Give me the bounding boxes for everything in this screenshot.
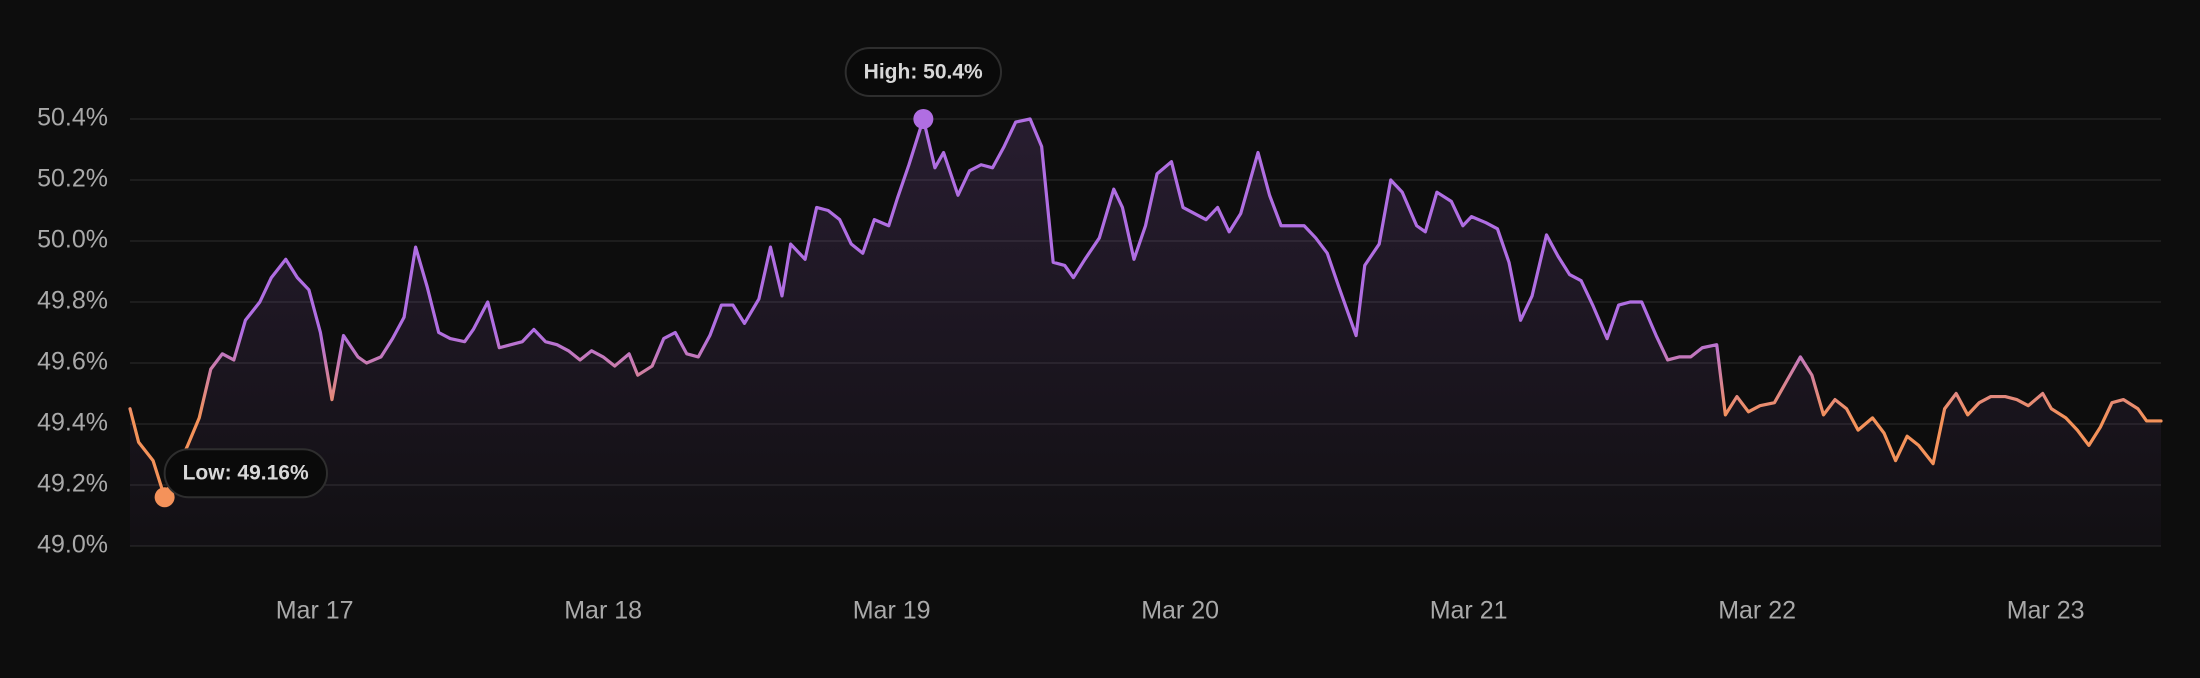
x-tick-label: Mar 18 bbox=[564, 597, 642, 625]
x-tick-label: Mar 19 bbox=[853, 597, 931, 625]
y-tick-label: 49.4% bbox=[37, 409, 108, 437]
y-tick-label: 49.2% bbox=[37, 470, 108, 498]
annotation-box bbox=[844, 47, 1003, 97]
annotation-label: High: 50.4% bbox=[864, 61, 983, 84]
line bbox=[128, 117, 2163, 499]
y-tick-label: 49.0% bbox=[37, 531, 108, 559]
annotation-point bbox=[913, 109, 934, 129]
annotation: High: 50.4% bbox=[844, 47, 1003, 97]
x-tick-label: Mar 17 bbox=[276, 597, 354, 625]
annotation-label: Low: 49.16% bbox=[183, 462, 309, 485]
area bbox=[130, 119, 2161, 546]
annotation: Low: 49.16% bbox=[163, 448, 328, 499]
y-tick-label: 50.2% bbox=[37, 165, 108, 193]
x-tick-label: Mar 21 bbox=[1430, 597, 1508, 625]
y-tick-label: 49.8% bbox=[37, 287, 108, 315]
x-tick-label: Mar 20 bbox=[1141, 597, 1219, 625]
annotation-box bbox=[163, 448, 328, 499]
y-tick-label: 49.6% bbox=[37, 348, 108, 376]
x-tick-label: Mar 23 bbox=[2007, 597, 2085, 625]
y-tick-label: 50.0% bbox=[37, 226, 108, 254]
y-tick-label: 50.4% bbox=[37, 104, 108, 132]
x-tick-label: Mar 22 bbox=[1718, 597, 1796, 625]
annotation-point bbox=[154, 487, 175, 508]
